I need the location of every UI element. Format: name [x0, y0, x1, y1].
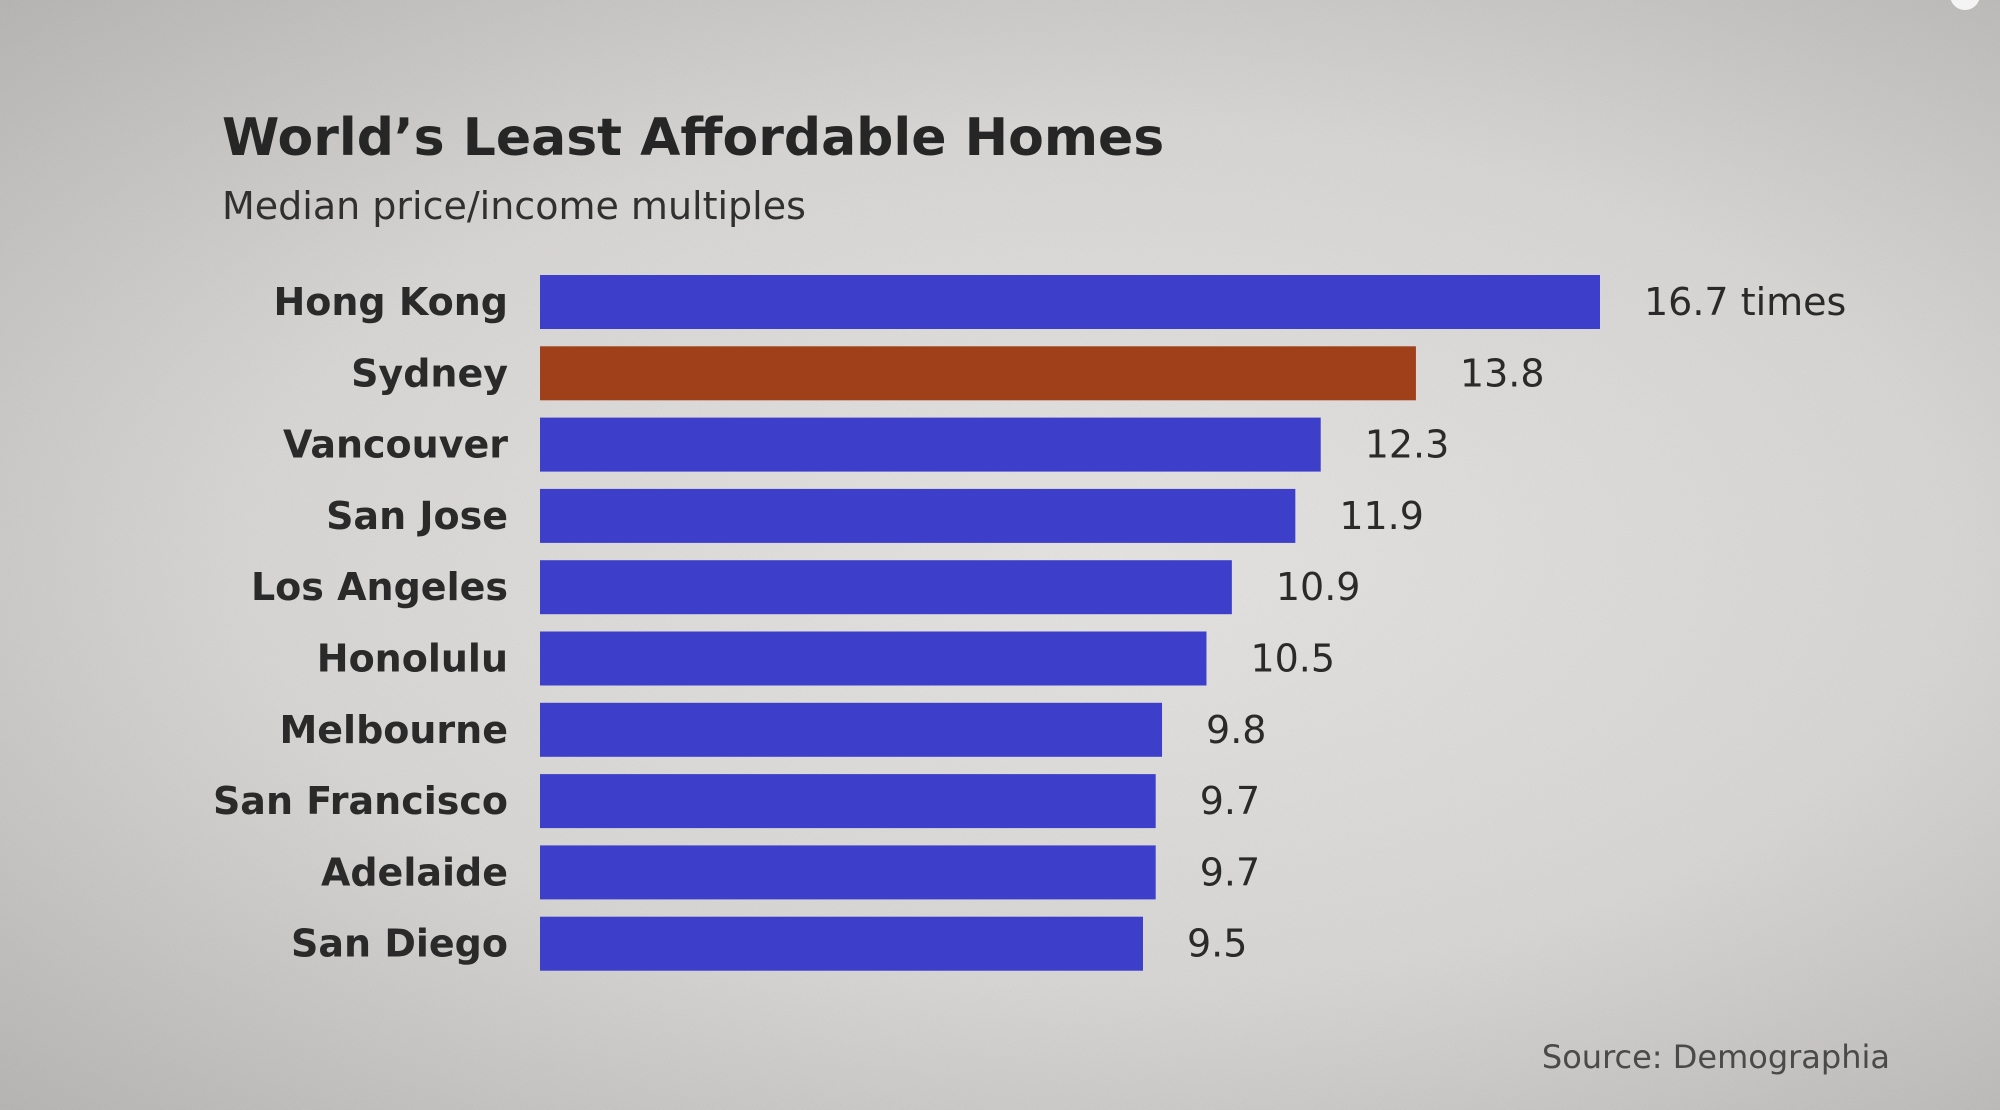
category-label-melbourne: Melbourne	[279, 708, 508, 752]
source-note: Source: Demographia	[1541, 1038, 1890, 1076]
category-label-adelaide: Adelaide	[321, 850, 508, 894]
chart-subtitle: Median price/income multiples	[222, 184, 806, 228]
player-control-icon	[1950, 0, 1980, 10]
category-label-honolulu: Honolulu	[317, 637, 508, 681]
value-label-san-jose: 11.9	[1339, 494, 1424, 538]
category-label-san-francisco: San Francisco	[213, 779, 508, 823]
value-label-melbourne: 9.8	[1206, 708, 1266, 752]
bar-san-diego	[540, 916, 1143, 971]
category-label-san-diego: San Diego	[291, 922, 508, 966]
value-label-los-angeles: 10.9	[1276, 565, 1361, 609]
category-label-hong-kong: Hong Kong	[273, 280, 508, 324]
bar-san-jose	[540, 488, 1296, 543]
category-label-los-angeles: Los Angeles	[251, 565, 508, 609]
bar-hong-kong	[540, 275, 1600, 329]
value-label-honolulu: 10.5	[1250, 637, 1335, 681]
bar-los-angeles	[540, 560, 1232, 615]
bar-san-francisco	[540, 774, 1156, 829]
bar-sydney	[540, 346, 1416, 401]
value-label-hong-kong: 16.7 times	[1644, 280, 1846, 324]
value-label-sydney: 13.8	[1460, 351, 1545, 395]
bar-honolulu	[540, 631, 1207, 686]
value-label-adelaide: 9.7	[1200, 850, 1260, 894]
bar-adelaide	[540, 845, 1156, 900]
category-label-vancouver: Vancouver	[283, 423, 508, 467]
category-label-san-jose: San Jose	[326, 494, 508, 538]
bar-vancouver	[540, 417, 1321, 472]
value-label-vancouver: 12.3	[1365, 423, 1450, 467]
category-label-sydney: Sydney	[351, 351, 508, 395]
chart-title: World’s Least Affordable Homes	[222, 108, 1165, 168]
value-label-san-francisco: 9.7	[1200, 779, 1260, 823]
value-label-san-diego: 9.5	[1187, 922, 1247, 966]
bar-melbourne	[540, 702, 1163, 757]
